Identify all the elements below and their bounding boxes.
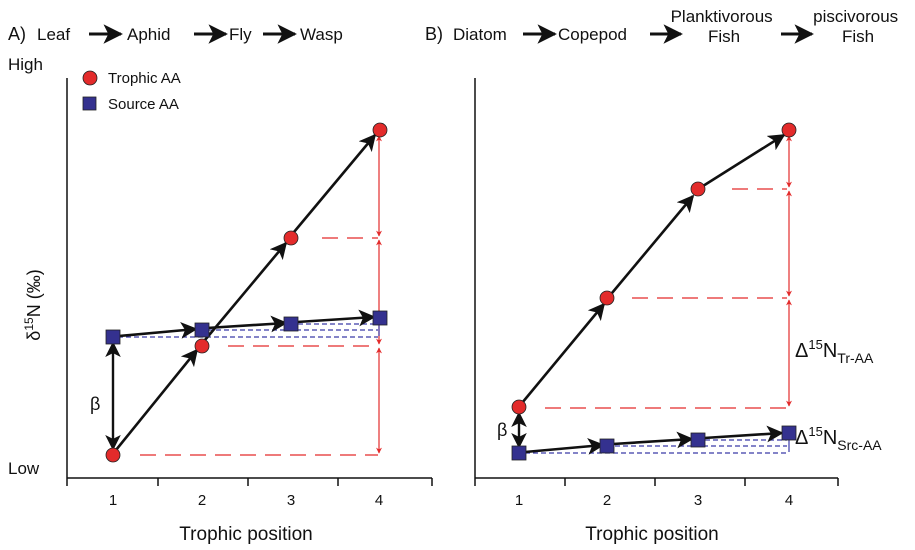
panel-b-chain-piscivorous-line2: Fish (842, 27, 874, 46)
panel-b-source-point-1 (511, 445, 527, 461)
panel-b-chain-diatom: Diatom (453, 25, 507, 44)
panel-a-source-point-4 (372, 310, 388, 326)
svg-text:δ15N (‰): δ15N (‰) (22, 269, 44, 340)
panel-b-trophic-guides (545, 188, 787, 409)
panel-a-chain-leaf: Leaf (37, 25, 70, 44)
panel-a-source-point-2 (194, 322, 210, 338)
panel-b-source-point-3 (690, 432, 706, 448)
panel-b-x-tick-3: 3 (694, 492, 702, 509)
y-low-label: Low (8, 459, 40, 478)
panel-b-delta-trophic-main: N (823, 340, 837, 362)
y-axis-title-rest: N (‰) (24, 269, 44, 317)
panel-b-source-markers (511, 425, 797, 461)
panel-a-x-tick-1: 1 (109, 492, 117, 509)
panel-b-chain-piscivorous-line1: piscivorous (813, 7, 898, 26)
panel-b-delta-source-label: Δ15NSrc-AA (795, 424, 882, 453)
panel-a-x-tick-3: 3 (287, 492, 295, 509)
legend-source-marker (82, 96, 97, 111)
panel-b-trophic-point-1 (511, 399, 527, 415)
panel-b-delta-source-symbol: Δ (795, 427, 808, 449)
panel-b-title: B) (425, 24, 443, 44)
panel-a-source-point-1 (105, 329, 121, 345)
panel-b-delta-trophic-sub: Tr-AA (837, 350, 874, 366)
panel-a-x-axis-title: Trophic position (179, 524, 312, 545)
panel-b-delta-source-sup: 15 (808, 424, 822, 439)
panel-a-chain-wasp: Wasp (300, 25, 343, 44)
panel-a-source-point-3 (283, 316, 299, 332)
panel-a-trophic-point-4 (372, 122, 388, 138)
panel-a-trophic-guides (140, 237, 378, 456)
panel-b-delta-source-main: N (823, 427, 837, 449)
panel-b-delta-trophic-symbol: Δ (795, 340, 808, 362)
legend-trophic-marker (82, 70, 98, 86)
panel-a-beta-label: β (90, 394, 100, 414)
legend-trophic-label: Trophic AA (108, 70, 181, 87)
panel-b-chain-planktivorous: Planktivorous Fish (671, 7, 778, 46)
panel-a-title: A) (8, 24, 26, 44)
panel-b-chain-copepod: Copepod (558, 25, 627, 44)
panel-a-trophic-point-1 (105, 447, 121, 463)
panel-b-source-point-4 (781, 425, 797, 441)
y-axis-title-sup: 15 (22, 317, 36, 331)
y-axis-title: δ15N (‰) (22, 269, 44, 340)
panel-b: B) Diatom Copepod Planktivorous Fish pis… (425, 7, 903, 545)
panel-b-beta-label: β (497, 420, 507, 440)
panel-b-x-tick-4: 4 (785, 492, 793, 509)
panel-a-trophic-arrows (114, 133, 377, 451)
panel-b-trophic-arrows (520, 133, 786, 404)
panel-a-trophic-point-2 (194, 338, 210, 354)
panel-b-x-tick-2: 2 (603, 492, 611, 509)
panel-a-trophic-point-3 (283, 230, 299, 246)
panel-a-chain-aphid: Aphid (127, 25, 170, 44)
panel-b-source-arrows (524, 425, 784, 455)
y-axis-title-prefix: δ (24, 331, 44, 341)
panel-b-chain-piscivorous: piscivorous Fish (813, 7, 903, 46)
panel-b-x-axis-title: Trophic position (585, 524, 718, 545)
panel-b-delta-source-sub: Src-AA (837, 437, 882, 453)
panel-b-trophic-point-3 (690, 181, 706, 197)
panel-b-chain-planktivorous-line1: Planktivorous (671, 7, 773, 26)
panel-a-trophic-markers (105, 122, 388, 463)
panel-a-source-arrows (118, 309, 376, 339)
y-high-label: High (8, 55, 43, 74)
panel-b-source-point-2 (599, 438, 615, 454)
panel-b-x-tick-1: 1 (515, 492, 523, 509)
panel-a-x-tick-4: 4 (375, 492, 383, 509)
panel-b-trophic-markers (511, 122, 797, 415)
panel-b-delta-trophic-label: Δ15NTr-AA (795, 337, 874, 366)
panel-b-chain-planktivorous-line2: Fish (708, 27, 740, 46)
panel-b-trophic-point-2 (599, 290, 615, 306)
panel-b-trophic-point-4 (781, 122, 797, 138)
legend-source-label: Source AA (108, 96, 179, 113)
panel-a-x-tick-2: 2 (198, 492, 206, 509)
panel-a-chain-fly: Fly (229, 25, 252, 44)
panel-a-source-markers (105, 310, 388, 345)
panel-b-delta-trophic-sup: 15 (808, 337, 822, 352)
panel-a: A) Leaf Aphid Fly Wasp 1 2 3 4 Trophic p… (8, 24, 433, 545)
